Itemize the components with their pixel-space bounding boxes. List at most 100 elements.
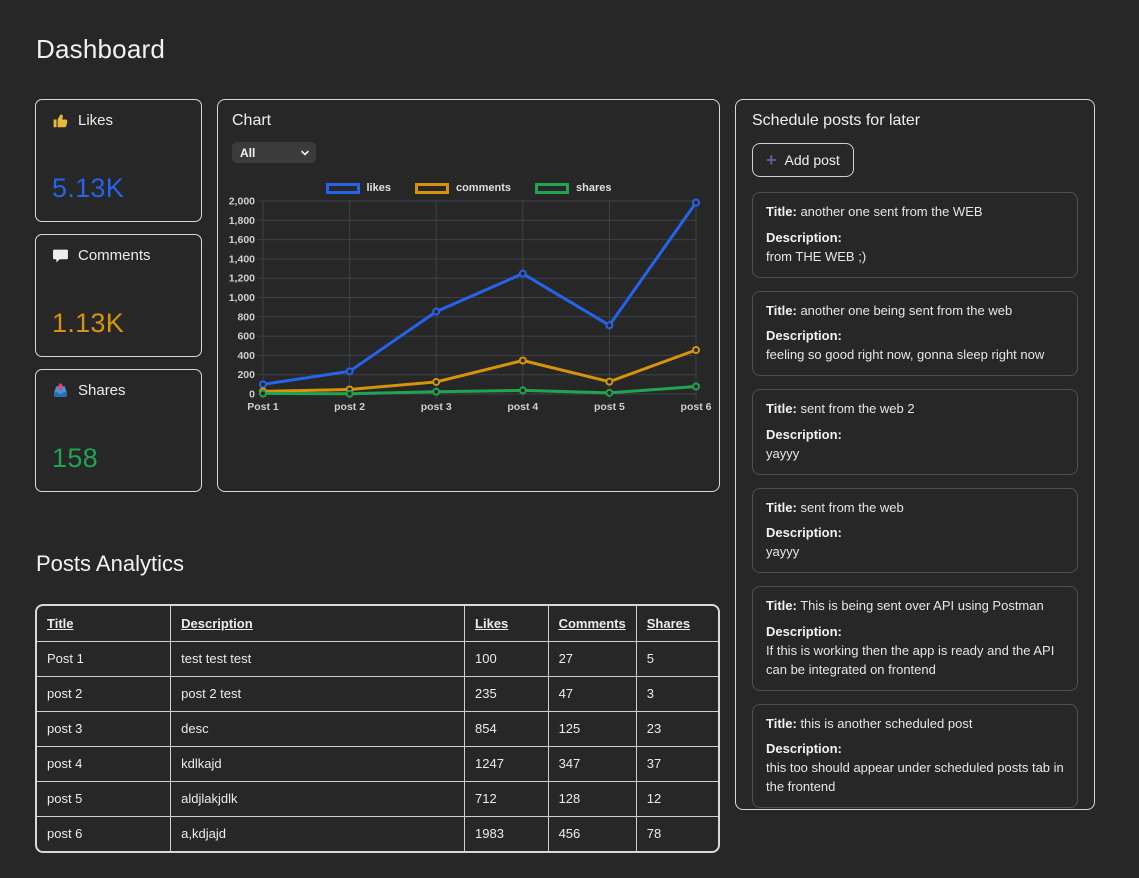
column-header-comments: Comments [547,606,637,642]
table-row: post 2 post 2 test 235 47 3 [37,675,718,712]
column-header-likes: Likes [464,606,549,642]
table-row: post 6 a,kdjajd 1983 456 78 [37,815,718,851]
legend-item-comments[interactable]: comments [414,182,511,194]
post-title-label: Title: [766,204,797,219]
table-cell: 37 [635,745,718,782]
thumbs-up-icon [53,114,68,128]
shares-stat-card: Shares 158 [35,369,202,492]
svg-text:400: 400 [237,350,255,362]
table-row: post 3 desc 854 125 23 [37,710,718,747]
post-title-label: Title: [766,715,797,731]
stat-label: Shares [78,382,126,399]
table-cell: 347 [547,745,637,782]
post-description: this too should appear under scheduled p… [766,760,1064,795]
legend-swatch [325,182,360,194]
svg-text:600: 600 [237,331,255,343]
post-description-label: Description: [766,229,842,245]
table-cell: kdlkajd [170,745,466,782]
page-title: Dashboard [36,34,165,64]
comments-stat-card: Comments 1.13K [35,234,202,357]
svg-text:post 3: post 3 [421,401,452,413]
post-title: sent from the web 2 [796,401,915,417]
table-cell: a,kdjajd [170,815,466,851]
post-description-label: Description: [766,623,842,639]
table-cell: 125 [547,710,637,747]
table-cell: post 5 [37,780,172,817]
chart-filter-select[interactable]: All [232,142,316,163]
stat-label: Likes [78,112,114,129]
scheduled-post-card: Title: another one sent from the WEB Desc… [752,192,1078,278]
table-cell: post 6 [37,815,172,851]
post-title: This is being sent over API using Postma… [796,598,1044,614]
table-cell: desc [170,710,466,747]
table-header-row: Title Description Likes Comments Shares [37,606,718,642]
svg-text:1,600: 1,600 [229,234,255,246]
likes-stat-card: Likes 5.13K [35,99,202,222]
post-description: from THE WEB ;) [766,248,867,264]
table-cell: 235 [464,675,549,712]
legend-swatch [414,182,449,194]
add-post-button-label: Add post [784,152,840,168]
svg-text:post 6: post 6 [681,401,712,413]
svg-text:1,000: 1,000 [229,292,255,304]
table-cell: 5 [635,640,718,677]
svg-text:800: 800 [237,311,255,323]
table-row: post 5 aldjlakjdlk 712 128 12 [37,780,718,817]
table-cell: 128 [547,780,637,817]
table-cell: post 4 [37,745,172,782]
legend-item-likes[interactable]: likes [325,182,391,194]
table-cell: 100 [464,640,549,677]
post-description: If this is working then the app is ready… [766,642,1055,677]
post-description: yayyy [766,445,800,461]
schedule-panel: Schedule posts for later + Add post Titl… [735,99,1095,810]
table-cell: 12 [635,780,718,817]
legend-label: shares [576,182,612,194]
table-cell: 1247 [464,745,549,782]
table-cell: 3 [635,675,718,712]
legend-item-shares[interactable]: shares [535,182,611,194]
scheduled-post-card: Title: this is another scheduled post Des… [752,703,1078,808]
post-description: yayyy [766,544,800,560]
table-cell: 854 [464,710,549,747]
scheduled-post-card: Title: sent from the web 2 Description: ya… [752,389,1078,475]
svg-text:200: 200 [237,369,255,381]
line-chart: 0 200 400 600 800 1,000 1,200 1,400 1,600 1,800 2,… [229,196,712,414]
plus-icon: + [766,150,777,170]
post-title: another one sent from the WEB [796,204,983,219]
svg-text:2,000: 2,000 [229,196,255,208]
analytics-title: Posts Analytics [36,551,184,576]
post-description-label: Description: [766,741,842,757]
scheduled-post-card: Title: sent from the web Description: yayy… [752,487,1078,574]
svg-text:Post 1: Post 1 [247,401,279,413]
post-description-label: Description: [766,328,842,344]
table-cell: aldjlakjdlk [170,780,466,817]
svg-text:1,200: 1,200 [229,273,255,285]
post-title: sent from the web [796,499,904,515]
stat-label: Comments [78,247,151,264]
chart-legend: likes comments shares [232,181,705,195]
table-cell: 23 [635,710,718,747]
shares-value: 158 [52,443,98,473]
add-post-button[interactable]: + Add post [752,143,854,177]
likes-value: 5.13K [52,173,125,203]
post-title-label: Title: [766,302,797,318]
svg-text:0: 0 [249,389,255,401]
post-title: another one being sent from the web [796,302,1013,318]
post-title-label: Title: [766,401,797,417]
chart-panel-title: Chart [232,112,272,129]
svg-text:1,800: 1,800 [229,215,255,227]
column-header-description: Description [170,606,466,642]
scheduled-post-card: Title: This is being sent over API using… [752,586,1078,691]
column-header-title: Title [37,606,172,642]
table-cell: post 2 test [170,675,466,712]
stats-column: Likes 5.13K Comments 1.13K Shares 158 [35,99,202,492]
table-cell: 27 [547,640,637,677]
chart-filter: All [232,142,316,163]
analytics-table: Title Description Likes Comments Shares … [35,604,720,853]
column-header-shares: Shares [635,606,718,642]
legend-label: likes [366,182,391,194]
table-cell: test test test [170,640,466,677]
comments-value: 1.13K [52,308,125,338]
table-cell: 1983 [464,815,549,851]
legend-label: comments [455,182,511,194]
